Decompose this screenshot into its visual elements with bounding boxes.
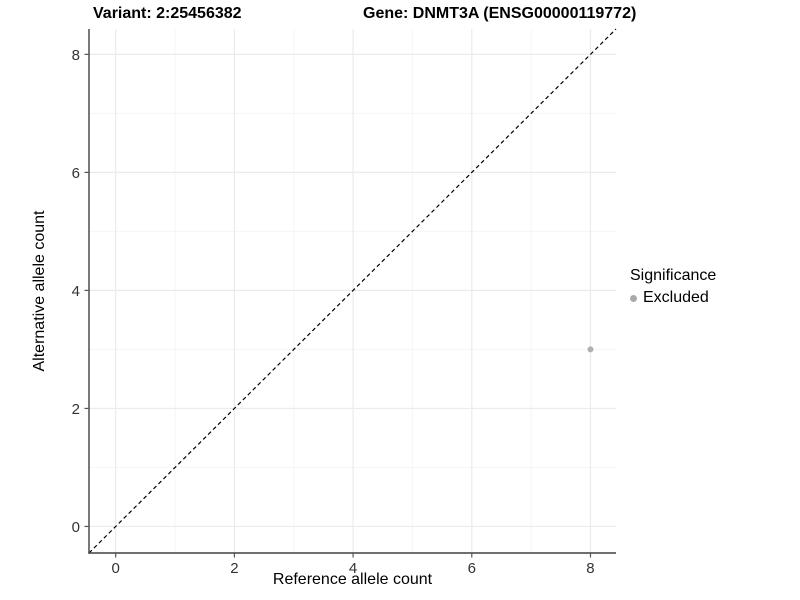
gene-title: Gene: DNMT3A (ENSG00000119772) xyxy=(363,5,637,22)
x-tick-label: 4 xyxy=(349,560,357,577)
legend-item-excluded: Excluded xyxy=(630,289,716,307)
x-axis-title: Reference allele count xyxy=(272,571,433,588)
y-axis-title: Alternative allele count xyxy=(31,210,48,372)
x-tick-label: 6 xyxy=(468,560,476,577)
legend: Significance Excluded xyxy=(630,267,716,307)
legend-key-dot-icon xyxy=(630,294,637,302)
y-tick-label: 8 xyxy=(72,47,80,64)
variant-title: Variant: 2:25456382 xyxy=(93,5,242,22)
legend-item-label: Excluded xyxy=(643,289,709,306)
y-tick-label: 6 xyxy=(72,165,80,182)
identity-line xyxy=(88,28,617,554)
x-tick-label: 2 xyxy=(230,560,238,577)
y-tick-label: 2 xyxy=(72,401,80,418)
x-tick-label: 8 xyxy=(586,560,594,577)
y-tick-label: 4 xyxy=(72,283,80,300)
legend-title: Significance xyxy=(630,267,717,284)
data-point xyxy=(587,346,594,353)
x-tick-label: 0 xyxy=(112,560,120,577)
y-tick-label: 0 xyxy=(72,519,80,536)
